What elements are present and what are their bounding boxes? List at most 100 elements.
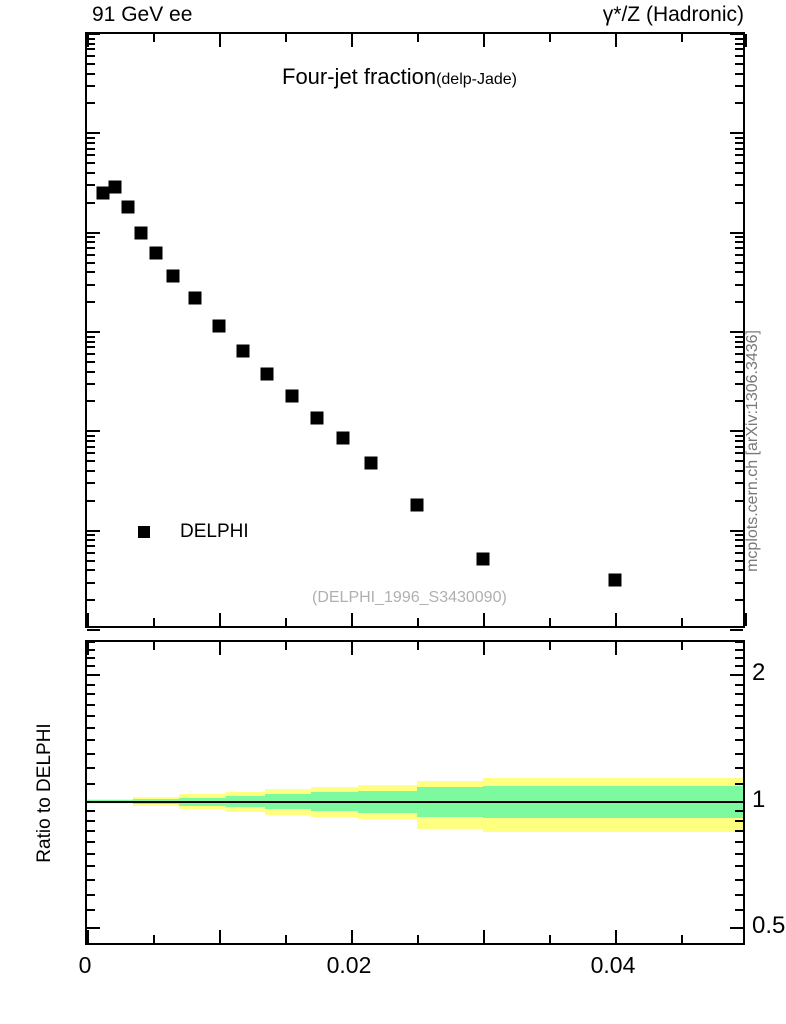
y-tick-major xyxy=(730,33,743,35)
data-point xyxy=(310,411,324,425)
y-tick-minor xyxy=(87,261,95,264)
ratio-y-tick-minor xyxy=(87,656,95,659)
ratio-y-tick-minor xyxy=(87,819,95,822)
y-tick-minor xyxy=(87,360,95,363)
y-tick-minor xyxy=(735,335,743,338)
legend-marker-delphi xyxy=(138,526,150,538)
y-tick-minor xyxy=(87,184,95,187)
y-tick-minor xyxy=(87,370,95,373)
y-tick-minor xyxy=(87,37,95,40)
y-tick-minor xyxy=(735,236,743,239)
x-tick-major xyxy=(219,34,221,47)
y-tick-minor xyxy=(735,434,743,437)
ratio-y-tick-minor xyxy=(735,726,743,729)
y-tick-minor xyxy=(87,452,95,455)
x-tick-major xyxy=(483,613,485,626)
plot-title-subtext: (delp-Jade) xyxy=(436,71,517,88)
y-tick-major xyxy=(87,430,100,433)
data-point xyxy=(134,226,148,240)
y-tick-minor xyxy=(87,236,95,239)
ratio-y-tick-minor xyxy=(735,714,743,717)
ratio-y-tick-minor xyxy=(87,893,95,896)
y-tick-minor xyxy=(87,439,95,442)
x-axis-tick-label: 0.04 xyxy=(590,952,636,978)
y-tick-major xyxy=(87,629,100,631)
ratio-y-tick-minor xyxy=(87,703,95,706)
ratio-y-tick-minor xyxy=(87,830,95,833)
ratio-x-tick-major xyxy=(615,930,617,943)
ratio-y-tick-minor xyxy=(87,809,95,812)
ratio-x-tick-major xyxy=(219,642,221,655)
x-axis-tick-label: 0.02 xyxy=(326,952,372,978)
y-tick-minor xyxy=(87,534,95,537)
ratio-x-tick-major xyxy=(219,930,221,943)
x-tick-major xyxy=(87,34,89,47)
y-tick-minor xyxy=(735,147,743,150)
ratio-y-tick-minor xyxy=(735,865,743,868)
data-point xyxy=(364,456,378,470)
y-tick-minor xyxy=(735,184,743,187)
data-point xyxy=(149,246,163,260)
x-tick-major xyxy=(483,34,485,47)
x-tick-minor xyxy=(285,618,287,626)
y-tick-minor xyxy=(735,439,743,442)
y-tick-minor xyxy=(735,353,743,356)
x-axis-tick-label: 0 xyxy=(78,952,92,978)
y-tick-major xyxy=(730,430,743,433)
y-tick-minor xyxy=(87,569,95,572)
y-tick-minor xyxy=(735,599,743,602)
ratio-y-tick-minor xyxy=(87,726,95,729)
y-tick-minor xyxy=(87,545,95,548)
y-tick-major xyxy=(87,33,100,35)
y-tick-minor xyxy=(87,147,95,150)
y-tick-minor xyxy=(87,346,95,349)
y-tick-minor xyxy=(735,340,743,343)
ratio-y-axis-label-right: 1 xyxy=(752,785,766,813)
y-tick-minor xyxy=(87,42,95,45)
y-tick-minor xyxy=(87,551,95,554)
y-tick-major xyxy=(730,629,743,631)
ratio-y-tick-major xyxy=(730,674,743,677)
y-tick-minor xyxy=(735,301,743,304)
plot-title-text: Four-jet fraction xyxy=(282,64,437,89)
y-tick-minor xyxy=(735,360,743,363)
ratio-x-tick-major xyxy=(483,642,485,655)
y-tick-minor xyxy=(87,84,95,87)
x-tick-major xyxy=(745,613,747,626)
x-tick-major xyxy=(615,613,617,626)
x-tick-minor xyxy=(681,618,683,626)
y-tick-major xyxy=(730,529,743,532)
ratio-y-axis-label-right: 0.5 xyxy=(752,911,786,939)
ratio-y-tick-minor xyxy=(735,893,743,896)
y-tick-minor xyxy=(735,271,743,274)
x-tick-major xyxy=(745,34,747,47)
y-tick-minor xyxy=(87,581,95,584)
ratio-y-tick-minor xyxy=(735,752,743,755)
y-tick-minor xyxy=(735,247,743,250)
y-tick-minor xyxy=(87,445,95,448)
y-tick-minor xyxy=(735,569,743,572)
y-tick-minor xyxy=(87,460,95,463)
ratio-x-tick-minor xyxy=(681,935,683,943)
ratio-y-tick-major xyxy=(87,800,100,803)
y-tick-minor xyxy=(87,247,95,250)
y-tick-minor xyxy=(87,539,95,542)
ratio-y-tick-major xyxy=(730,800,743,803)
ratio-x-tick-major xyxy=(615,642,617,655)
ratio-x-tick-minor xyxy=(285,642,287,650)
y-tick-minor xyxy=(735,201,743,204)
y-tick-minor xyxy=(87,171,95,174)
y-tick-minor xyxy=(735,162,743,165)
ratio-y-tick-minor xyxy=(735,841,743,844)
y-tick-minor xyxy=(735,141,743,144)
y-tick-minor xyxy=(735,499,743,502)
y-tick-minor xyxy=(87,382,95,385)
y-tick-major xyxy=(87,231,100,234)
ratio-y-tick-minor xyxy=(735,852,743,855)
y-tick-minor xyxy=(87,102,95,105)
y-tick-minor xyxy=(735,37,743,40)
y-tick-minor xyxy=(87,241,95,244)
y-tick-minor xyxy=(87,154,95,157)
y-tick-minor xyxy=(87,48,95,51)
